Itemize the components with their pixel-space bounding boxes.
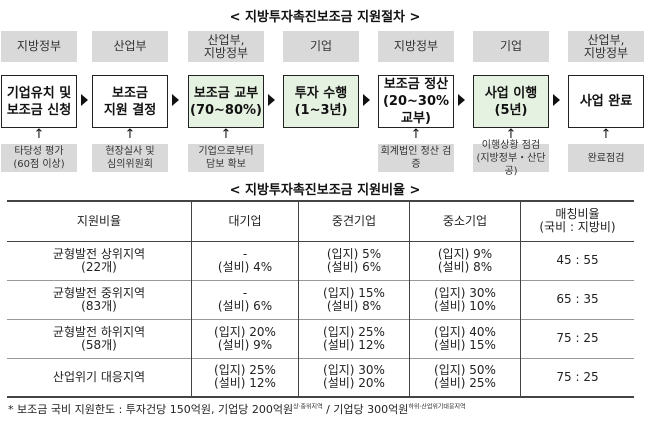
footnote-text: / 기업당 300억원 (322, 403, 409, 416)
table-cell: - (설비) 6% (191, 280, 299, 319)
header-cell: 대기업 (191, 201, 299, 241)
header-cell: 지원비율 (76, 213, 122, 228)
table-cell: (입지) 25% (설비) 12% (191, 358, 299, 397)
table-cell: - (설비) 4% (191, 241, 299, 280)
step-box: 보조금 교부 (70~80%) (188, 75, 264, 128)
table-row: 균형발전 중위지역 (83개) - (설비) 6% (입지) 15% (설비) 8%… (7, 280, 634, 319)
table-row: 균형발전 상위지역 (22개) - (설비) 4% (입지) 5% (설비) 6%(… (7, 241, 634, 280)
actor-label: 산업부 (92, 31, 168, 62)
arrow-up-icon: ↑ (33, 127, 45, 142)
table-cell: 균형발전 하위지역 (58개) (52, 324, 146, 352)
table-cell: (입지) 40% (설비) 15% (409, 319, 521, 358)
procedure-title: < 지방투자촉진보조금 지원절차 > (229, 10, 421, 25)
ratio-title: < 지방투자촉진보조금 지원비율 > (229, 183, 421, 198)
footnote-sup: 상·중위지역 (293, 403, 323, 411)
table-cell: (입지) 20% (설비) 9% (191, 319, 299, 358)
arrow-right-icon (268, 94, 275, 106)
actor-label: 산업부, 지방정부 (568, 31, 644, 62)
step-note: 완료점검 (568, 144, 644, 172)
arrow-up-icon: ↑ (220, 127, 232, 142)
table-cell: 산업위기 대응지역 (52, 369, 146, 384)
table-cell: (입지) 5% (설비) 6% (298, 241, 410, 280)
footnote-text: * 보조금 국비 지원한도 : 투자건당 150억원, 기업당 200억원 (8, 403, 294, 416)
table-cell: (입지) 30% (설비) 10% (409, 280, 521, 319)
actor-label: 기업 (283, 31, 359, 62)
arrow-right-icon (553, 94, 560, 106)
step-box: 기업유치 및 보조금 신청 (1, 75, 77, 128)
actor-label: 기업 (473, 31, 549, 62)
footnote-sup: 하위·산업위기대응지역 (408, 403, 466, 411)
arrow-right-icon (81, 94, 88, 106)
table-cell: (입지) 50% (설비) 25% (409, 358, 521, 397)
arrow-up-icon: ↑ (600, 127, 612, 142)
table-cell: (입지) 15% (설비) 8% (298, 280, 410, 319)
step-note: 타당성 평가 (60점 이상) (1, 144, 77, 172)
table-cell: (입지) 9% (설비) 8% (409, 241, 521, 280)
table-cell: 균형발전 중위지역 (83개) (52, 285, 146, 313)
step-box: 보조금 지원 결정 (92, 75, 168, 128)
table-header-row: 지원비율 대기업 중견기업 중소기업 매칭비율 (국비 : 지방비) (7, 201, 634, 241)
arrow-up-icon: ↑ (505, 127, 517, 142)
table-cell: (입지) 30% (설비) 20% (298, 358, 410, 397)
step-box: 사업 이행 (5년) (473, 75, 549, 128)
actor-label: 지방정부 (378, 31, 454, 62)
header-cell: 중견기업 (298, 201, 410, 241)
actor-label: 지방정부 (1, 31, 77, 62)
step-note: 이행상황 점검 (지방정부・산단공) (473, 140, 549, 177)
table-cell: 균형발전 상위지역 (22개) (52, 246, 146, 274)
table-cell: 45 : 55 (520, 241, 634, 280)
step-box: 투자 수행 (1~3년) (283, 75, 359, 128)
arrow-right-icon (363, 94, 370, 106)
header-cell: 매칭비율 (국비 : 지방비) (520, 201, 634, 241)
step-note: 기업으로부터 담보 확보 (188, 144, 264, 172)
table-cell: 75 : 25 (520, 319, 634, 358)
step-note: 회계법인 정산 검증 (378, 144, 454, 172)
ratio-table: 지원비율 대기업 중견기업 중소기업 매칭비율 (국비 : 지방비) 균형발전 … (7, 200, 634, 398)
step-note: 현장실사 및 심의위원회 (92, 144, 168, 172)
step-box: 사업 완료 (568, 75, 644, 128)
arrow-up-icon: ↑ (124, 127, 136, 142)
arrow-up-icon: ↑ (410, 127, 422, 142)
actor-label: 산업부, 지방정부 (188, 31, 264, 62)
table-cell: (입지) 25% (설비) 12% (298, 319, 410, 358)
step-box: 보조금 정산 (20~30% 교부) (378, 75, 454, 128)
header-cell: 중소기업 (409, 201, 521, 241)
arrow-right-icon (458, 94, 465, 106)
table-row: 산업위기 대응지역 (입지) 25% (설비) 12% (입지) 30% (설비) … (7, 358, 634, 397)
table-row: 균형발전 하위지역 (58개) (입지) 20% (설비) 9% (입지) 25% … (7, 319, 634, 358)
footnote: * 보조금 국비 지원한도 : 투자건당 150억원, 기업당 200억원상·중… (8, 401, 466, 417)
table-cell: 75 : 25 (520, 358, 634, 397)
arrow-right-icon (172, 94, 179, 106)
table-cell: 65 : 35 (520, 280, 634, 319)
